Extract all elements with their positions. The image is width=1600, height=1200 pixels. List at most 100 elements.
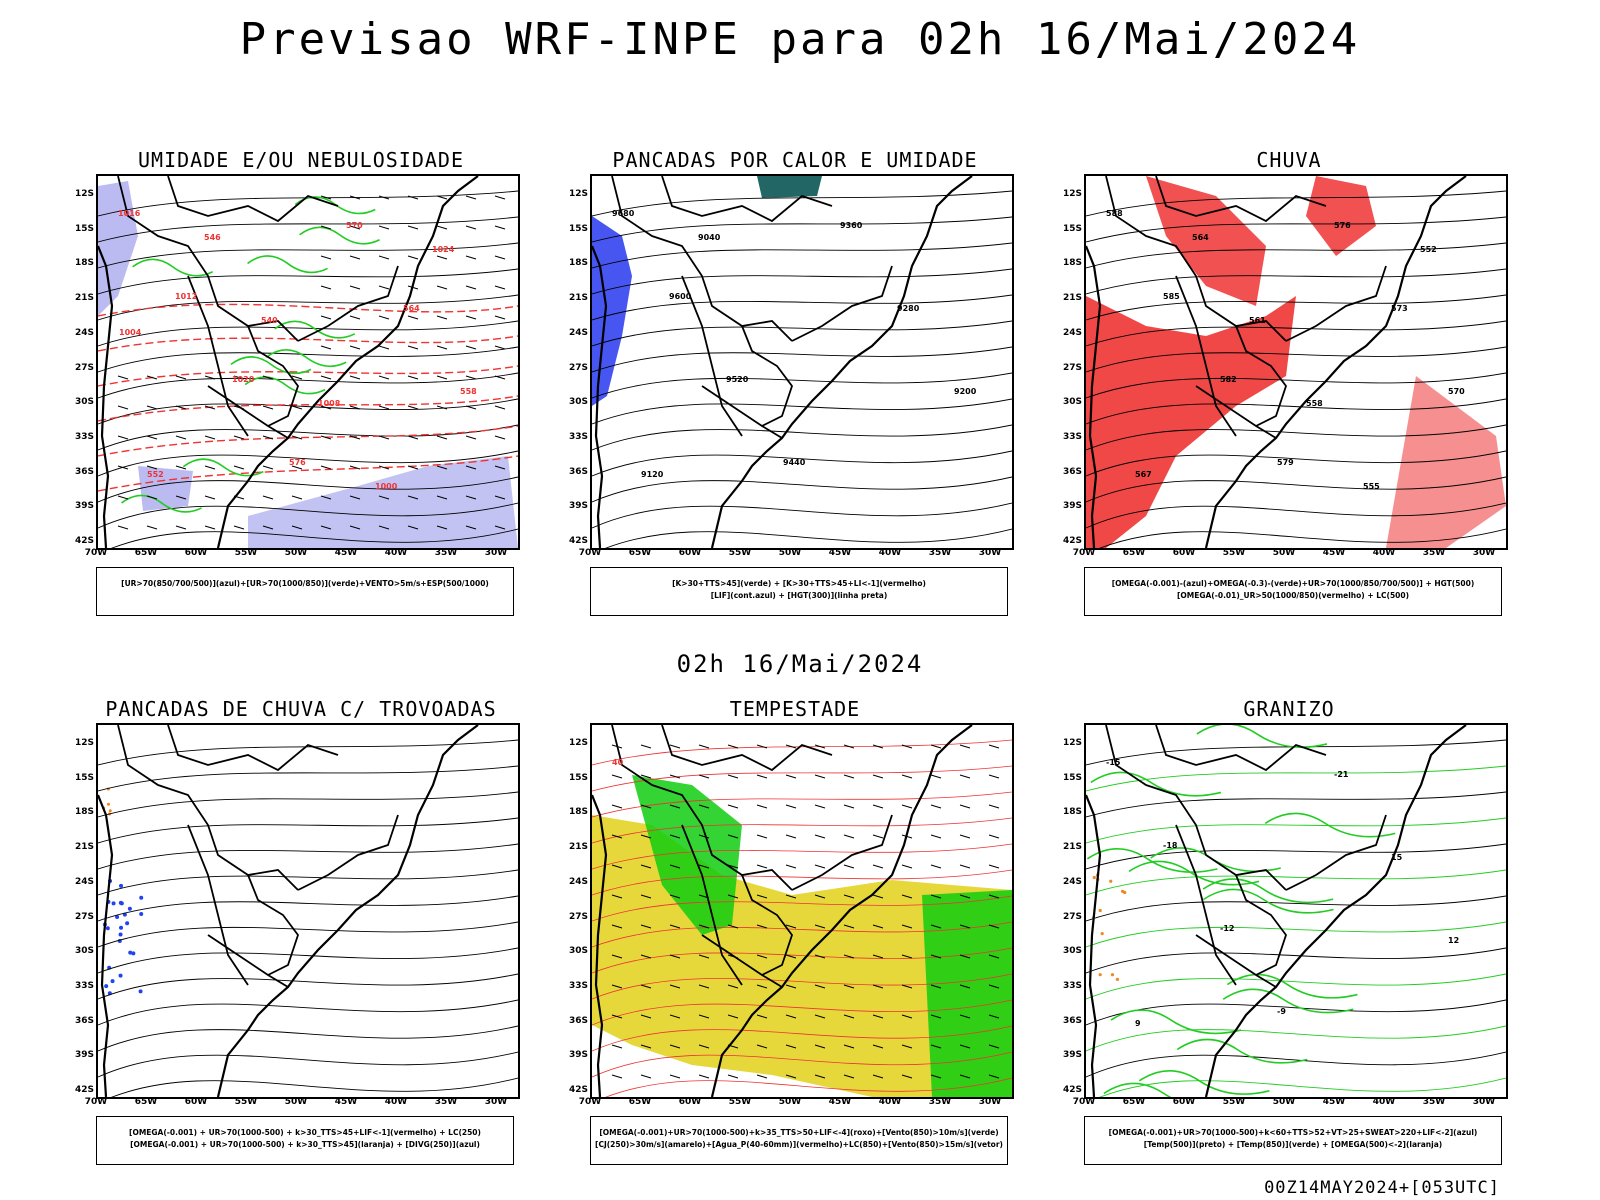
lon-tick-label: 70W: [578, 548, 602, 558]
lon-tick-label: 65W: [628, 1097, 652, 1107]
contour-label: 552: [147, 470, 164, 479]
lat-tick-label: 27S: [1062, 911, 1082, 922]
lat-tick-label: 30S: [1062, 397, 1082, 408]
contour-label: 579: [1277, 458, 1294, 467]
lon-tick-label: 40W: [878, 548, 902, 558]
lat-tick-label: 24S: [1062, 876, 1082, 887]
map-graphics: 9680 9600 9520 9440 9360 9280 9200 9120 9040: [592, 176, 1012, 548]
contour-label: 576: [289, 458, 306, 467]
contour-label: 1016: [118, 209, 141, 218]
legend-line: [OMEGA(-0.001) + UR>70(1000-500) + k>30_…: [130, 1140, 480, 1149]
lat-tick-label: 12S: [1062, 189, 1082, 199]
lat-tick-label: 36S: [568, 466, 588, 477]
legend-line: [OMEGA(-0.001)+UR>70(1000-500)+k<60+TTS>…: [1108, 1128, 1478, 1137]
map-graphics: [98, 725, 518, 1097]
lon-tick-label: 70W: [578, 1097, 602, 1107]
contour-label: 552: [1420, 245, 1437, 254]
contour-label: 576: [1334, 221, 1351, 230]
lon-tick-label: 50W: [1272, 548, 1296, 558]
lat-tick-label: 24S: [1062, 327, 1082, 338]
lon-tick-label: 35W: [928, 548, 952, 558]
lat-tick-label: 18S: [74, 258, 94, 269]
map-graphics: -15 -18 -12 -9 -21 15 12 9: [1086, 725, 1506, 1097]
map-plot: [96, 723, 520, 1099]
contour-label: 540: [261, 316, 278, 325]
lon-tick-label: 65W: [628, 548, 652, 558]
lon-tick-label: 45W: [334, 548, 358, 558]
lon-tick-label: 70W: [1072, 548, 1096, 558]
lat-tick-label: 18S: [568, 258, 588, 269]
contour-label: 9520: [726, 375, 749, 384]
panel-title: PANCADAS DE CHUVA C/ TROVOADAS: [105, 697, 497, 721]
legend-line: [OMEGA(-0.001) + UR>70(1000-500) + k>30_…: [129, 1128, 481, 1137]
map-plot: -15 -18 -12 -9 -21 15 12 9: [1084, 723, 1508, 1099]
lon-tick-label: 55W: [1222, 1097, 1246, 1107]
lat-tick-label: 39S: [1062, 501, 1082, 512]
panel-legend: [K>30+TTS>45](verde) + [K>30+TTS>45+LI<-…: [590, 567, 1008, 616]
contour-label: 570: [346, 221, 363, 230]
lon-tick-label: 60W: [678, 548, 702, 558]
lon-tick-label: 35W: [928, 1097, 952, 1107]
lon-tick-label: 50W: [284, 1097, 308, 1107]
panel-chuva: CHUVA 588 585 582 579 576 573 570 567 564 561 558 55…: [1063, 148, 1508, 628]
lon-tick-label: 30W: [1472, 1097, 1496, 1107]
contour-label: 585: [1163, 292, 1180, 301]
contour-label: 567: [1135, 470, 1152, 479]
lat-tick-label: 36S: [74, 1015, 94, 1026]
lon-tick-label: 30W: [978, 548, 1002, 558]
map-plot: 40: [590, 723, 1014, 1099]
contour-label: 588: [1106, 209, 1123, 218]
lon-tick-label: 50W: [1272, 1097, 1296, 1107]
contour-label: 573: [1391, 304, 1408, 313]
lon-tick-label: 65W: [1122, 1097, 1146, 1107]
lon-tick-label: 50W: [778, 1097, 802, 1107]
valid-time-subtitle: 02h 16/Mai/2024: [676, 650, 924, 678]
lon-tick-label: 50W: [778, 548, 802, 558]
lat-tick-label: 42S: [1062, 536, 1082, 546]
lat-tick-label: 33S: [1062, 980, 1082, 991]
lat-tick-label: 12S: [74, 189, 94, 199]
lon-tick-label: 55W: [234, 1097, 258, 1107]
contour-label: 12: [1448, 936, 1459, 945]
lat-tick-label: 21S: [1062, 293, 1082, 304]
legend-line: [LIF](cont.azul) + [HGT(300)](linha pret…: [710, 591, 888, 600]
contour-label: 582: [1220, 375, 1237, 384]
lon-tick-label: 40W: [1372, 1097, 1396, 1107]
lon-tick-label: 35W: [434, 1097, 458, 1107]
lat-tick-label: 30S: [568, 397, 588, 408]
contour-label: 558: [1306, 399, 1323, 408]
lon-tick-label: 40W: [384, 548, 408, 558]
lat-tick-label: 21S: [74, 842, 94, 853]
panel-title: TEMPESTADE: [729, 697, 861, 721]
contour-label: -15: [1106, 758, 1121, 767]
lat-tick-label: 27S: [568, 362, 588, 373]
map-graphics: 588 585 582 579 576 573 570 567 564 561 558 555 552: [1086, 176, 1506, 548]
lat-tick-label: 12S: [568, 738, 588, 748]
contour-label: 9600: [669, 292, 692, 301]
lat-tick-label: 21S: [568, 842, 588, 853]
lon-tick-label: 70W: [84, 1097, 108, 1107]
contour-label: 15: [1391, 853, 1403, 862]
panel-legend: [OMEGA(-0.001) + UR>70(1000-500) + k>30_…: [96, 1116, 514, 1165]
contour-label: 570: [1448, 387, 1465, 396]
lat-tick-label: 30S: [74, 946, 94, 957]
lat-tick-label: 30S: [568, 946, 588, 957]
lat-tick-label: 24S: [74, 876, 94, 887]
contour-label: 40: [612, 758, 624, 767]
lon-tick-label: 70W: [84, 548, 108, 558]
lat-tick-label: 33S: [568, 980, 588, 991]
lat-tick-label: 27S: [74, 911, 94, 922]
lat-tick-label: 24S: [74, 327, 94, 338]
lat-tick-label: 42S: [74, 1085, 94, 1095]
lon-tick-label: 30W: [484, 1097, 508, 1107]
contour-label: 1000: [375, 482, 398, 491]
lat-tick-label: 15S: [74, 223, 94, 234]
contour-label: -21: [1334, 770, 1349, 779]
contour-label: 9200: [954, 387, 977, 396]
lon-tick-label: 30W: [484, 548, 508, 558]
lon-tick-label: 60W: [1172, 548, 1196, 558]
lat-tick-label: 42S: [1062, 1085, 1082, 1095]
contour-label: -9: [1277, 1007, 1286, 1016]
lat-tick-label: 12S: [74, 738, 94, 748]
lon-tick-label: 60W: [184, 1097, 208, 1107]
